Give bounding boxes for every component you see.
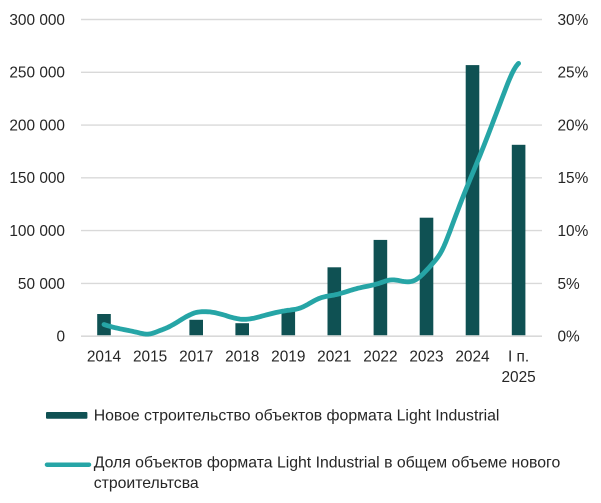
svg-text:5%: 5% [558, 276, 581, 293]
svg-text:30%: 30% [558, 12, 589, 29]
svg-text:10%: 10% [558, 223, 589, 240]
svg-text:50 000: 50 000 [18, 276, 65, 293]
svg-text:250 000: 250 000 [9, 65, 65, 82]
svg-text:300 000: 300 000 [9, 12, 65, 29]
svg-text:2019: 2019 [271, 349, 305, 366]
svg-text:25%: 25% [558, 65, 589, 82]
svg-text:I п.: I п. [508, 349, 529, 366]
svg-text:100 000: 100 000 [9, 223, 65, 240]
svg-text:Новое строительство объектов ф: Новое строительство объектов формата Lig… [94, 407, 500, 424]
svg-text:2022: 2022 [363, 349, 397, 366]
svg-text:20%: 20% [558, 118, 589, 135]
svg-text:2017: 2017 [179, 349, 213, 366]
svg-text:0%: 0% [558, 329, 581, 346]
svg-text:0: 0 [56, 329, 65, 346]
svg-text:200 000: 200 000 [9, 118, 65, 135]
svg-text:15%: 15% [558, 170, 589, 187]
svg-text:2018: 2018 [225, 349, 259, 366]
svg-text:2021: 2021 [317, 349, 351, 366]
svg-text:2023: 2023 [409, 349, 443, 366]
svg-text:2015: 2015 [133, 349, 167, 366]
svg-text:2025: 2025 [501, 369, 535, 386]
svg-text:2024: 2024 [455, 349, 490, 366]
svg-text:150 000: 150 000 [9, 170, 65, 187]
svg-text:2014: 2014 [87, 349, 122, 366]
svg-text:строительтсва: строительтсва [94, 475, 199, 492]
svg-text:Доля объектов формата Light In: Доля объектов формата Light Industrial в… [94, 454, 561, 471]
